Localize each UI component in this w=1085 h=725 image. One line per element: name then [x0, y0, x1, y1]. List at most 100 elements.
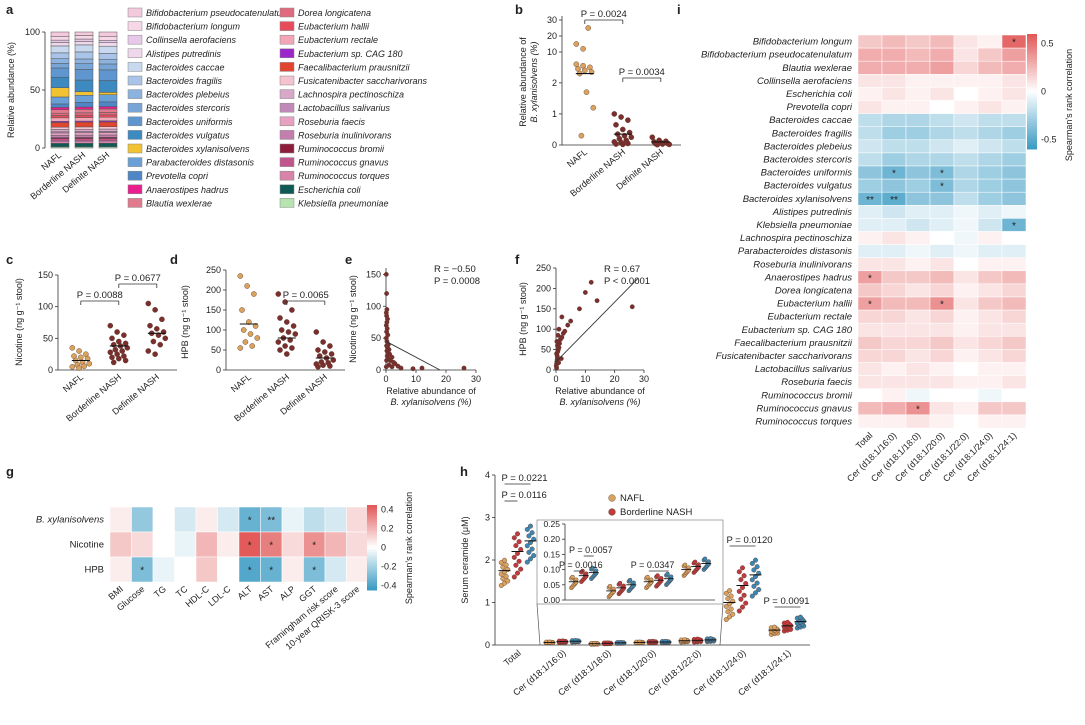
b-data-point	[649, 134, 656, 141]
a-bar-segment	[74, 35, 94, 40]
a-legend-swatch	[127, 48, 143, 59]
i-heat-cell	[977, 336, 1003, 350]
g-heat-cell	[109, 506, 132, 533]
a-bar-segment	[98, 45, 118, 54]
d-data-point	[328, 351, 335, 357]
i-heat-cell	[881, 47, 907, 62]
a-bar-segment	[74, 51, 94, 60]
i-legend-gradient-step	[1027, 57, 1037, 60]
g-legend-gradient-step	[367, 541, 377, 544]
a-bar-segment	[74, 117, 94, 122]
i-heat-cell	[857, 244, 883, 258]
c-data-point	[81, 363, 87, 370]
i-heat-cell	[857, 257, 883, 272]
i-legend-gradient-step	[1027, 38, 1037, 42]
i-row-label: Bifidobacterium longum	[753, 37, 852, 48]
i-heat-cell	[905, 349, 931, 363]
c-y-tick-label: 150	[38, 270, 53, 280]
d-data-point	[289, 307, 295, 313]
g-heat-cell	[131, 506, 154, 533]
h-data-point	[513, 562, 519, 568]
a-legend-label: Fusicatenibacter saccharivorans	[298, 76, 428, 86]
g-heat-cell	[109, 531, 132, 558]
h-inset-data-point	[627, 577, 633, 583]
i-heat-cell	[881, 401, 907, 416]
g-legend-gradient-step	[367, 539, 377, 542]
c-data-point	[160, 329, 167, 335]
a-legend-label: Faecalibacterium prausnitzii	[298, 62, 411, 72]
f-data-point	[588, 279, 594, 285]
d-y-tick-label: 250	[206, 265, 221, 275]
i-heat-cell	[953, 257, 979, 272]
h-data-point	[728, 593, 734, 599]
i-heat-cell	[1001, 139, 1027, 154]
b-data-point	[611, 111, 618, 117]
i-row-label: Bacteroides plebeius	[764, 141, 852, 152]
a-y-tick-label: 100	[25, 27, 40, 37]
a-legend-label: Parabacteroides distasonis	[146, 158, 255, 168]
g-legend-gradient-step	[367, 547, 377, 551]
f-data-point	[565, 322, 571, 328]
g-col-label: AST	[256, 584, 276, 603]
g-legend-gradient-step	[367, 513, 377, 517]
i-heat-cell	[905, 178, 931, 193]
i-heat-cell	[977, 126, 1003, 141]
i-heat-cell	[953, 336, 979, 350]
g-heat-cell	[195, 531, 218, 558]
h-data-point	[516, 558, 522, 564]
g-legend-gradient-step	[367, 515, 377, 519]
i-heat-cell	[1001, 336, 1027, 350]
i-legend-gradient-step	[1027, 54, 1037, 58]
a-legend-label: Bifidobacterium longum	[146, 22, 241, 32]
g-legend-gradient-step	[367, 581, 377, 585]
h-inset-data-point	[593, 571, 599, 576]
d-data-point	[244, 283, 250, 289]
i-row-label: Blautia wexlerae	[782, 63, 852, 74]
i-row-label: Parabacteroides distasonis	[738, 246, 852, 257]
h-data-point	[518, 566, 524, 572]
a-bar-segment	[74, 140, 94, 144]
a-bar-segment	[50, 63, 70, 69]
i-heat-cell	[881, 336, 907, 350]
a-legend-label: Bacteroides xylanisolvens	[146, 144, 250, 154]
g-heat-cell	[324, 556, 347, 583]
a-bar-segment	[98, 128, 118, 132]
g-legend-gradient-step	[367, 566, 377, 570]
h-data-point	[503, 562, 509, 568]
a-bar-segment	[50, 31, 70, 37]
a-bar-segment	[74, 112, 94, 116]
i-heat-cell	[905, 191, 931, 206]
f-y-tick-label: 200	[536, 283, 551, 293]
i-significance-star: *	[940, 300, 944, 311]
a-legend-swatch	[279, 143, 295, 154]
h-data-point	[650, 638, 656, 644]
i-legend-gradient-step	[1027, 50, 1037, 53]
g-legend-gradient-step	[367, 575, 377, 578]
h-inset-data-point	[682, 562, 688, 568]
f-x-tick-label: 30	[639, 374, 649, 384]
g-legend-gradient-step	[367, 560, 377, 563]
i-heat-cell	[857, 322, 883, 337]
b-data-point	[654, 141, 661, 148]
i-heat-cell	[929, 139, 955, 154]
i-heat-cell	[905, 60, 931, 75]
h-inset-data-point	[631, 583, 636, 588]
h-legend-marker	[608, 494, 616, 502]
g-significance-star: *	[248, 541, 252, 552]
f-x-tick-label: 0	[553, 374, 558, 384]
i-heat-cell	[977, 165, 1003, 180]
i-row-label: Klebsiella pneumoniae	[756, 220, 852, 231]
h-inset-data-point	[621, 586, 626, 591]
h-inset-pvalue-label: P = 0.0347	[631, 560, 675, 570]
h-data-point	[725, 596, 731, 602]
i-heat-cell	[881, 296, 907, 311]
g-legend-gradient-step	[367, 551, 377, 555]
h-inset-data-point	[692, 559, 698, 565]
i-legend-gradient-step	[1027, 132, 1037, 136]
a-legend-label: Bacteroides caccae	[146, 62, 225, 72]
i-significance-star: *	[1012, 38, 1016, 49]
h-data-point	[749, 577, 755, 583]
g-significance-star: *	[248, 566, 252, 577]
a-bar-segment	[74, 114, 94, 118]
b-data-point	[618, 114, 624, 120]
